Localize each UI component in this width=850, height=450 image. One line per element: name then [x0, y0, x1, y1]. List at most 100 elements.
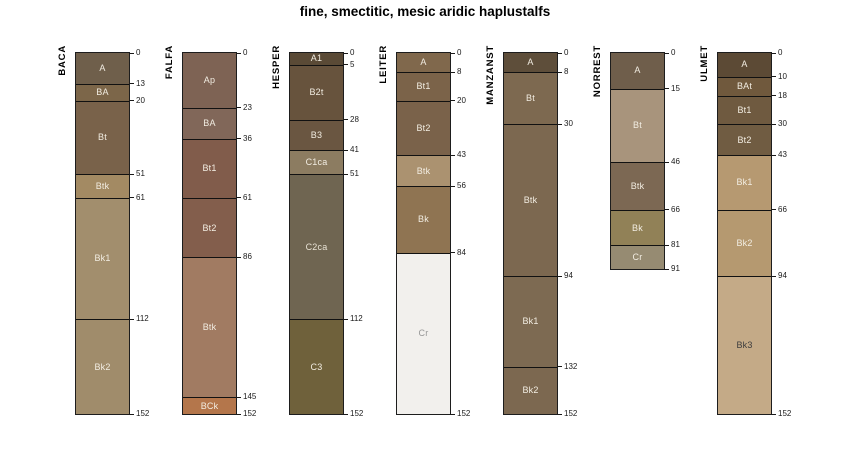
depth-tick-label: 66: [778, 204, 787, 214]
depth-tick: [343, 318, 348, 320]
horizon-label: A: [634, 65, 641, 76]
horizon-rect-hesper-b2t: B2t: [290, 64, 343, 120]
depth-tick: [771, 123, 776, 125]
horizon-label: Bk: [418, 214, 429, 225]
horizon-rect-baca-ba: BA: [76, 83, 129, 101]
depth-tick-label: 94: [778, 271, 787, 281]
horizon-label: Btk: [523, 195, 538, 206]
horizon-rect-manzanst-bt: Bt: [504, 72, 557, 125]
horizon-label: Btk: [416, 165, 431, 176]
horizon-rect-ulmet-bt1: Bt1: [718, 95, 771, 125]
horizon-label: BAt: [736, 81, 753, 92]
horizon-label: A: [527, 57, 534, 67]
depth-tick-label: 8: [457, 67, 462, 76]
depth-tick: [129, 173, 134, 175]
depth-tick: [129, 318, 134, 320]
depth-tick: [343, 149, 348, 151]
depth-tick-label: 43: [457, 150, 466, 160]
depth-tick-label: 152: [350, 409, 364, 418]
depth-tick-label: 36: [243, 133, 252, 143]
depth-tick-label: 81: [671, 240, 680, 250]
depth-tick-label: 23: [243, 102, 252, 112]
horizon-label: B2t: [309, 87, 324, 98]
depth-tick: [343, 119, 348, 120]
horizon-rect-manzanst-btk: Btk: [504, 124, 557, 277]
horizon-label: A1: [310, 53, 323, 64]
depth-tick-label: 43: [778, 150, 787, 160]
horizon-rect-leiter-a: A: [397, 53, 450, 72]
depth-tick-label: 0: [243, 48, 248, 57]
horizon-rect-leiter-bt1: Bt1: [397, 72, 450, 101]
depth-tick: [557, 413, 562, 415]
horizon-label: BCk: [200, 400, 219, 411]
depth-tick-label: 30: [564, 119, 573, 129]
depth-tick: [236, 413, 241, 415]
depth-tick-label: 112: [136, 314, 149, 323]
depth-tick-label: 41: [350, 145, 359, 155]
profile-id-label-manzanst: MANZANST: [485, 45, 496, 105]
depth-tick: [343, 413, 348, 415]
horizon-rect-manzanst-bk2: Bk2: [504, 366, 557, 414]
horizon-label: Bk2: [94, 361, 111, 372]
horizon-label: Btk: [95, 181, 110, 191]
horizon-rect-ulmet-bk1: Bk1: [718, 155, 771, 210]
depth-tick: [664, 52, 669, 54]
horizon-rect-norrest-bk: Bk: [611, 209, 664, 246]
horizon-rect-baca-bt: Bt: [76, 100, 129, 175]
depth-tick-label: 8: [564, 67, 569, 76]
depth-tick: [557, 275, 562, 277]
horizon-label: Bk3: [736, 340, 753, 351]
horizon-rect-ulmet-a: A: [718, 53, 771, 77]
depth-tick: [450, 100, 455, 101]
depth-tick-label: 10: [778, 71, 787, 81]
profile-column-leiter: A 0 8 Bt1 20 Bt2 43 Btk 56 Bk 84 Cr 152: [396, 48, 470, 418]
depth-tick: [664, 88, 669, 90]
horizon-label: Cr: [632, 252, 643, 263]
depth-tick: [664, 268, 669, 270]
profile-id-label-norrest: NORREST: [592, 45, 603, 98]
horizon-rect-falfa-bt2: Bt2: [183, 197, 236, 258]
horizon-rect-ulmet-bk2: Bk2: [718, 209, 771, 277]
depth-tick: [129, 100, 134, 101]
depth-tick-label: 18: [778, 90, 787, 100]
depth-tick: [664, 161, 669, 163]
horizon-label: Bt2: [416, 122, 431, 133]
depth-tick: [236, 396, 241, 398]
depth-tick-label: 152: [564, 409, 578, 418]
profile-column-norrest: A 0 15 Bt 46 Btk 66 Bk 81 Cr 91: [610, 48, 680, 273]
horizon-rect-leiter-bk: Bk: [397, 186, 450, 253]
horizon-label: B3: [310, 129, 323, 140]
depth-tick: [236, 197, 241, 199]
depth-tick: [343, 64, 348, 66]
horizon-rect-falfa-ap: Ap: [183, 53, 236, 108]
depth-tick-label: 0: [136, 48, 141, 57]
horizon-rect-baca-a: A: [76, 53, 129, 84]
horizon-label: Bt2: [737, 134, 752, 145]
horizon-rect-falfa-bck: BCk: [183, 397, 236, 414]
horizon-label: Bk2: [522, 385, 539, 396]
horizon-rect-manzanst-bk1: Bk1: [504, 276, 557, 367]
depth-tick: [771, 209, 776, 211]
horizon-label: A: [420, 57, 427, 67]
horizon-rect-hesper-c3: C3: [290, 319, 343, 414]
horizon-label: Bt: [526, 93, 535, 104]
profile-id-label-ulmet: ULMET: [699, 45, 710, 82]
depth-tick-label: 15: [671, 83, 680, 93]
horizon-rect-falfa-btk: Btk: [183, 257, 236, 398]
horizon-label: C2ca: [305, 241, 328, 252]
profile-column-falfa: Ap 0 23 BA 36 Bt1 61 Bt2 86 Btk 145 BCk 152: [182, 48, 256, 418]
depth-tick-label: 0: [671, 48, 676, 57]
horizon-rect-norrest-bt: Bt: [611, 88, 664, 163]
depth-tick-label: 51: [136, 169, 145, 179]
depth-tick-label: 0: [778, 48, 783, 57]
horizon-label: BA: [96, 87, 109, 98]
depth-tick-label: 28: [350, 114, 359, 124]
horizon-label: Bt: [98, 132, 107, 143]
depth-tick: [236, 256, 241, 258]
horizon-rect-baca-bk2: Bk2: [76, 319, 129, 414]
depth-tick: [450, 413, 455, 415]
horizon-label: Bt1: [202, 163, 217, 174]
horizon-rect-ulmet-bt2: Bt2: [718, 124, 771, 156]
horizon-label: A: [99, 62, 106, 73]
depth-tick-label: 152: [778, 409, 792, 418]
